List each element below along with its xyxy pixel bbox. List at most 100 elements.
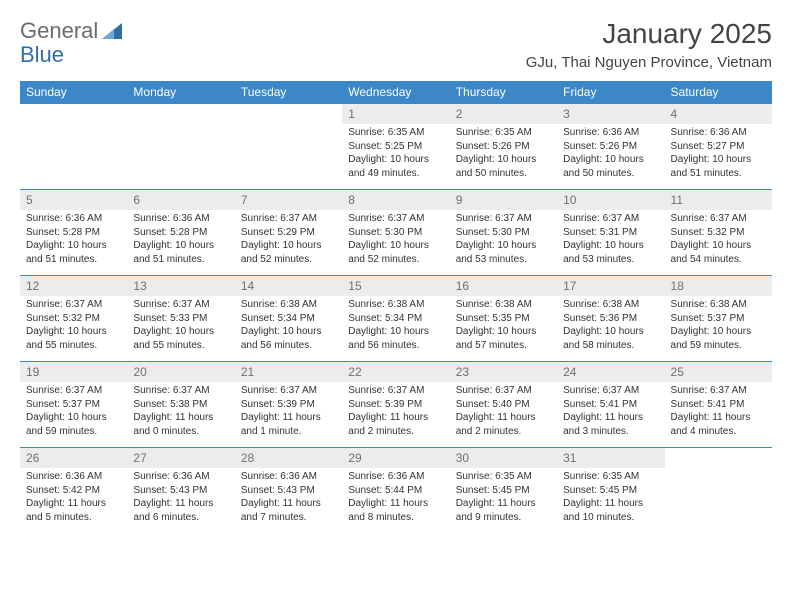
day-content: Sunrise: 6:36 AMSunset: 5:28 PMDaylight:…	[20, 210, 127, 268]
day-number: 10	[557, 190, 664, 210]
daylight-text: Daylight: 10 hours and 59 minutes.	[671, 325, 766, 352]
day-content: Sunrise: 6:37 AMSunset: 5:39 PMDaylight:…	[235, 382, 342, 440]
calendar-cell: 19Sunrise: 6:37 AMSunset: 5:37 PMDayligh…	[20, 362, 127, 448]
daylight-text: Daylight: 10 hours and 54 minutes.	[671, 239, 766, 266]
sunset-text: Sunset: 5:29 PM	[241, 226, 336, 240]
sunrise-text: Sunrise: 6:38 AM	[563, 298, 658, 312]
day-number: 22	[342, 362, 449, 382]
calendar-cell: ..	[665, 448, 772, 534]
sunrise-text: Sunrise: 6:36 AM	[133, 212, 228, 226]
day-content: Sunrise: 6:38 AMSunset: 5:36 PMDaylight:…	[557, 296, 664, 354]
sunrise-text: Sunrise: 6:38 AM	[456, 298, 551, 312]
daylight-text: Daylight: 11 hours and 8 minutes.	[348, 497, 443, 524]
calendar-cell: 9Sunrise: 6:37 AMSunset: 5:30 PMDaylight…	[450, 190, 557, 276]
sunrise-text: Sunrise: 6:36 AM	[563, 126, 658, 140]
daylight-text: Daylight: 11 hours and 0 minutes.	[133, 411, 228, 438]
day-content: Sunrise: 6:37 AMSunset: 5:38 PMDaylight:…	[127, 382, 234, 440]
day-number: 30	[450, 448, 557, 468]
sunset-text: Sunset: 5:44 PM	[348, 484, 443, 498]
sunrise-text: Sunrise: 6:38 AM	[348, 298, 443, 312]
calendar-cell: 14Sunrise: 6:38 AMSunset: 5:34 PMDayligh…	[235, 276, 342, 362]
calendar-cell: 10Sunrise: 6:37 AMSunset: 5:31 PMDayligh…	[557, 190, 664, 276]
sunrise-text: Sunrise: 6:37 AM	[133, 298, 228, 312]
sunrise-text: Sunrise: 6:37 AM	[671, 212, 766, 226]
day-content: Sunrise: 6:35 AMSunset: 5:26 PMDaylight:…	[450, 124, 557, 182]
daylight-text: Daylight: 10 hours and 55 minutes.	[26, 325, 121, 352]
daylight-text: Daylight: 11 hours and 1 minute.	[241, 411, 336, 438]
day-number: 9	[450, 190, 557, 210]
day-content: Sunrise: 6:36 AMSunset: 5:42 PMDaylight:…	[20, 468, 127, 526]
sunset-text: Sunset: 5:26 PM	[456, 140, 551, 154]
calendar-cell: 18 Sunrise: 6:38 AMSunset: 5:37 PMDayligh…	[665, 276, 772, 362]
sunrise-text: Sunrise: 6:36 AM	[241, 470, 336, 484]
sunset-text: Sunset: 5:43 PM	[241, 484, 336, 498]
day-content: Sunrise: 6:36 AMSunset: 5:26 PMDaylight:…	[557, 124, 664, 182]
daylight-text: Daylight: 10 hours and 53 minutes.	[456, 239, 551, 266]
daylight-text: Daylight: 10 hours and 56 minutes.	[348, 325, 443, 352]
sunset-text: Sunset: 5:40 PM	[456, 398, 551, 412]
daylight-text: Daylight: 10 hours and 59 minutes.	[26, 411, 121, 438]
daylight-text: Daylight: 11 hours and 9 minutes.	[456, 497, 551, 524]
weekday-header: Thursday	[450, 81, 557, 104]
sunset-text: Sunset: 5:37 PM	[26, 398, 121, 412]
weekday-header: Tuesday	[235, 81, 342, 104]
calendar-cell: 28Sunrise: 6:36 AMSunset: 5:43 PMDayligh…	[235, 448, 342, 534]
sunset-text: Sunset: 5:43 PM	[133, 484, 228, 498]
sunrise-text: Sunrise: 6:37 AM	[241, 212, 336, 226]
calendar-cell: 30Sunrise: 6:35 AMSunset: 5:45 PMDayligh…	[450, 448, 557, 534]
day-number: 17	[557, 276, 664, 296]
day-number: 14	[235, 276, 342, 296]
daylight-text: Daylight: 10 hours and 51 minutes.	[26, 239, 121, 266]
day-content: Sunrise: 6:37 AMSunset: 5:29 PMDaylight:…	[235, 210, 342, 268]
sunrise-text: Sunrise: 6:36 AM	[133, 470, 228, 484]
calendar-cell: 13Sunrise: 6:37 AMSunset: 5:33 PMDayligh…	[127, 276, 234, 362]
sunrise-text: Sunrise: 6:37 AM	[241, 384, 336, 398]
day-number: 20	[127, 362, 234, 382]
daylight-text: Daylight: 11 hours and 2 minutes.	[456, 411, 551, 438]
sunrise-text: Sunrise: 6:37 AM	[348, 384, 443, 398]
day-number: 5	[20, 190, 127, 210]
calendar-week-row: 5Sunrise: 6:36 AMSunset: 5:28 PMDaylight…	[20, 190, 772, 276]
daylight-text: Daylight: 11 hours and 5 minutes.	[26, 497, 121, 524]
title-block: January 2025 GJu, Thai Nguyen Province, …	[526, 18, 772, 71]
day-content: Sunrise: 6:37 AMSunset: 5:37 PMDaylight:…	[20, 382, 127, 440]
daylight-text: Daylight: 11 hours and 4 minutes.	[671, 411, 766, 438]
calendar-cell: 21Sunrise: 6:37 AMSunset: 5:39 PMDayligh…	[235, 362, 342, 448]
calendar-cell: 26Sunrise: 6:36 AMSunset: 5:42 PMDayligh…	[20, 448, 127, 534]
day-content: Sunrise: 6:37 AMSunset: 5:30 PMDaylight:…	[342, 210, 449, 268]
day-content: Sunrise: 6:37 AMSunset: 5:32 PMDaylight:…	[665, 210, 772, 268]
calendar-body: ......1Sunrise: 6:35 AMSunset: 5:25 PMDa…	[20, 104, 772, 534]
logo: General	[20, 18, 123, 44]
sunrise-text: Sunrise: 6:37 AM	[456, 384, 551, 398]
sunset-text: Sunset: 5:28 PM	[26, 226, 121, 240]
sunset-text: Sunset: 5:39 PM	[241, 398, 336, 412]
calendar-cell: 7Sunrise: 6:37 AMSunset: 5:29 PMDaylight…	[235, 190, 342, 276]
calendar-week-row: 19Sunrise: 6:37 AMSunset: 5:37 PMDayligh…	[20, 362, 772, 448]
sunset-text: Sunset: 5:25 PM	[348, 140, 443, 154]
day-content: Sunrise: 6:36 AMSunset: 5:43 PMDaylight:…	[235, 468, 342, 526]
calendar-cell: 25Sunrise: 6:37 AMSunset: 5:41 PMDayligh…	[665, 362, 772, 448]
day-number: 16	[450, 276, 557, 296]
daylight-text: Daylight: 11 hours and 10 minutes.	[563, 497, 658, 524]
calendar-head: SundayMondayTuesdayWednesdayThursdayFrid…	[20, 81, 772, 104]
day-number: 18	[665, 276, 772, 296]
sunrise-text: Sunrise: 6:38 AM	[671, 298, 766, 312]
sunset-text: Sunset: 5:37 PM	[671, 312, 766, 326]
day-content: Sunrise: 6:36 AMSunset: 5:27 PMDaylight:…	[665, 124, 772, 182]
sunrise-text: Sunrise: 6:37 AM	[563, 384, 658, 398]
weekday-header: Sunday	[20, 81, 127, 104]
sunrise-text: Sunrise: 6:36 AM	[671, 126, 766, 140]
day-number: 4	[665, 104, 772, 124]
day-number: 11	[665, 190, 772, 210]
calendar-table: SundayMondayTuesdayWednesdayThursdayFrid…	[20, 81, 772, 534]
sunrise-text: Sunrise: 6:37 AM	[26, 384, 121, 398]
daylight-text: Daylight: 10 hours and 50 minutes.	[456, 153, 551, 180]
calendar-week-row: 12Sunrise: 6:37 AMSunset: 5:32 PMDayligh…	[20, 276, 772, 362]
day-content: Sunrise: 6:36 AMSunset: 5:28 PMDaylight:…	[127, 210, 234, 268]
day-number: 29	[342, 448, 449, 468]
daylight-text: Daylight: 11 hours and 6 minutes.	[133, 497, 228, 524]
sunrise-text: Sunrise: 6:36 AM	[348, 470, 443, 484]
calendar-cell: 5Sunrise: 6:36 AMSunset: 5:28 PMDaylight…	[20, 190, 127, 276]
sunset-text: Sunset: 5:35 PM	[456, 312, 551, 326]
sunset-text: Sunset: 5:28 PM	[133, 226, 228, 240]
